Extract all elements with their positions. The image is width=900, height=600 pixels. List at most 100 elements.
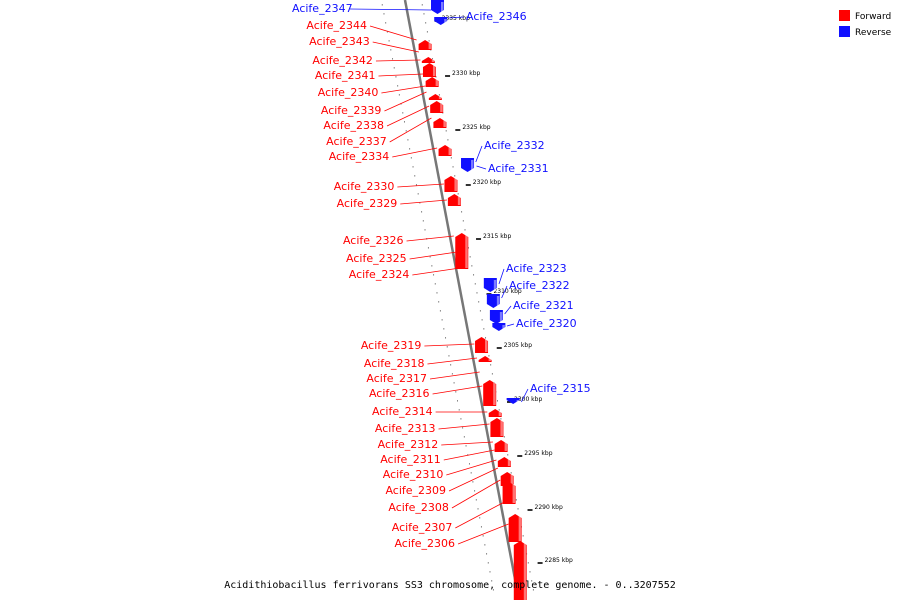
forward-leader-line (378, 73, 424, 77)
forward-leader-line (409, 251, 457, 260)
reverse-leader-line (349, 8, 432, 11)
tick-label: 2310 kbp (493, 288, 521, 295)
reverse-gene-block (489, 310, 503, 324)
guide-dot (490, 364, 492, 366)
forward-leader-line (372, 41, 419, 53)
forward-leader-line (389, 117, 432, 143)
forward-leader-line (386, 105, 430, 127)
reverse-gene-block (492, 323, 506, 331)
guide-dot (403, 121, 405, 123)
guide-dot (517, 508, 519, 510)
forward-leader-line (455, 501, 505, 529)
forward-gene-label: Acife_2308 (388, 501, 449, 514)
guide-dot (412, 166, 414, 168)
tick-label: 2335 kbp (442, 15, 470, 22)
guide-dot (481, 319, 483, 321)
guide-dot (392, 58, 394, 60)
guide-dot (397, 85, 399, 87)
forward-gene-label: Acife_2317 (366, 372, 427, 385)
guide-dot (491, 580, 493, 582)
guide-dot (402, 112, 404, 114)
forward-leader-line (392, 147, 438, 158)
legend-reverse-swatch (839, 26, 850, 37)
forward-leader-line (446, 459, 497, 476)
guide-dot (429, 256, 431, 258)
guide-dot (462, 220, 464, 222)
guide-dot (500, 418, 502, 420)
guide-dot (439, 310, 441, 312)
forward-gene-label: Acife_2314 (372, 405, 433, 418)
forward-gene-block (500, 472, 514, 486)
guide-dot (478, 301, 480, 303)
forward-gene-block (490, 418, 504, 437)
forward-gene-label: Acife_2344 (306, 19, 367, 32)
reverse-gene-label: Acife_2320 (516, 317, 577, 330)
guide-dot (479, 517, 481, 519)
guide-dot (515, 499, 517, 501)
reverse-leader-line (521, 388, 529, 403)
forward-leader-line (457, 523, 509, 545)
reverse-gene-block (461, 158, 475, 172)
forward-leader-line (448, 467, 499, 492)
forward-leader-line (441, 441, 494, 446)
guide-dot (428, 40, 430, 42)
forward-gene-block (447, 194, 461, 206)
forward-gene-block (497, 457, 511, 467)
guide-dot (386, 31, 388, 33)
guide-dot (453, 382, 455, 384)
reverse-gene-block (431, 0, 444, 14)
forward-gene-label: Acife_2319 (361, 339, 422, 352)
reverse-leader-line (501, 285, 508, 299)
guide-dot (488, 355, 490, 357)
guide-dot (498, 409, 500, 411)
guide-dot (477, 508, 479, 510)
guide-dot (489, 571, 491, 573)
guide-dot (491, 373, 493, 375)
guide-dot (476, 292, 478, 294)
guide-dot (414, 175, 416, 177)
forward-gene-block (422, 63, 436, 77)
forward-gene-label: Acife_2318 (364, 357, 425, 370)
forward-gene-label: Acife_2343 (309, 35, 370, 48)
guide-dot (497, 400, 498, 402)
reverse-leader-line (498, 268, 505, 285)
forward-gene-label: Acife_2339 (321, 104, 382, 117)
legend-forward-label: Forward (855, 12, 891, 22)
forward-gene-block (508, 514, 522, 542)
forward-gene-label: Acife_2312 (378, 438, 439, 451)
tick-label: 2325 kbp (462, 124, 490, 131)
guide-dot (487, 562, 489, 564)
reverse-gene-block (486, 294, 500, 308)
guide-dot (479, 310, 481, 312)
tick-label: 2290 kbp (535, 504, 563, 511)
guide-dot (410, 157, 412, 159)
guide-dot (427, 247, 429, 249)
guide-dot (436, 292, 438, 294)
guide-dot (419, 202, 421, 204)
reverse-gene-label: Acife_2323 (506, 262, 567, 275)
guide-dot (398, 94, 400, 96)
forward-leader-line (432, 385, 483, 395)
forward-leader-line (429, 371, 480, 380)
guide-dot (425, 22, 427, 24)
guide-dot (467, 454, 469, 456)
guide-dot (441, 319, 443, 321)
forward-gene-label: Acife_2337 (326, 135, 387, 148)
guide-dot (448, 355, 450, 357)
guide-dot (434, 283, 436, 285)
forward-gene-label: Acife_2313 (375, 422, 436, 435)
forward-leader-line (375, 59, 421, 62)
forward-gene-label: Acife_2309 (385, 484, 446, 497)
reverse-gene-block (434, 17, 448, 25)
reverse-gene-block (506, 398, 520, 404)
guide-dot (483, 328, 485, 330)
forward-leader-line (381, 85, 426, 94)
reverse-gene-label: Acife_2332 (484, 139, 545, 152)
guide-dot (529, 571, 531, 573)
guide-dot (450, 157, 452, 159)
reverse-leader-line (448, 16, 465, 19)
legend-forward-swatch (839, 10, 850, 21)
guide-dot (452, 166, 454, 168)
guide-dot (383, 13, 385, 15)
guide-dot (475, 499, 477, 501)
